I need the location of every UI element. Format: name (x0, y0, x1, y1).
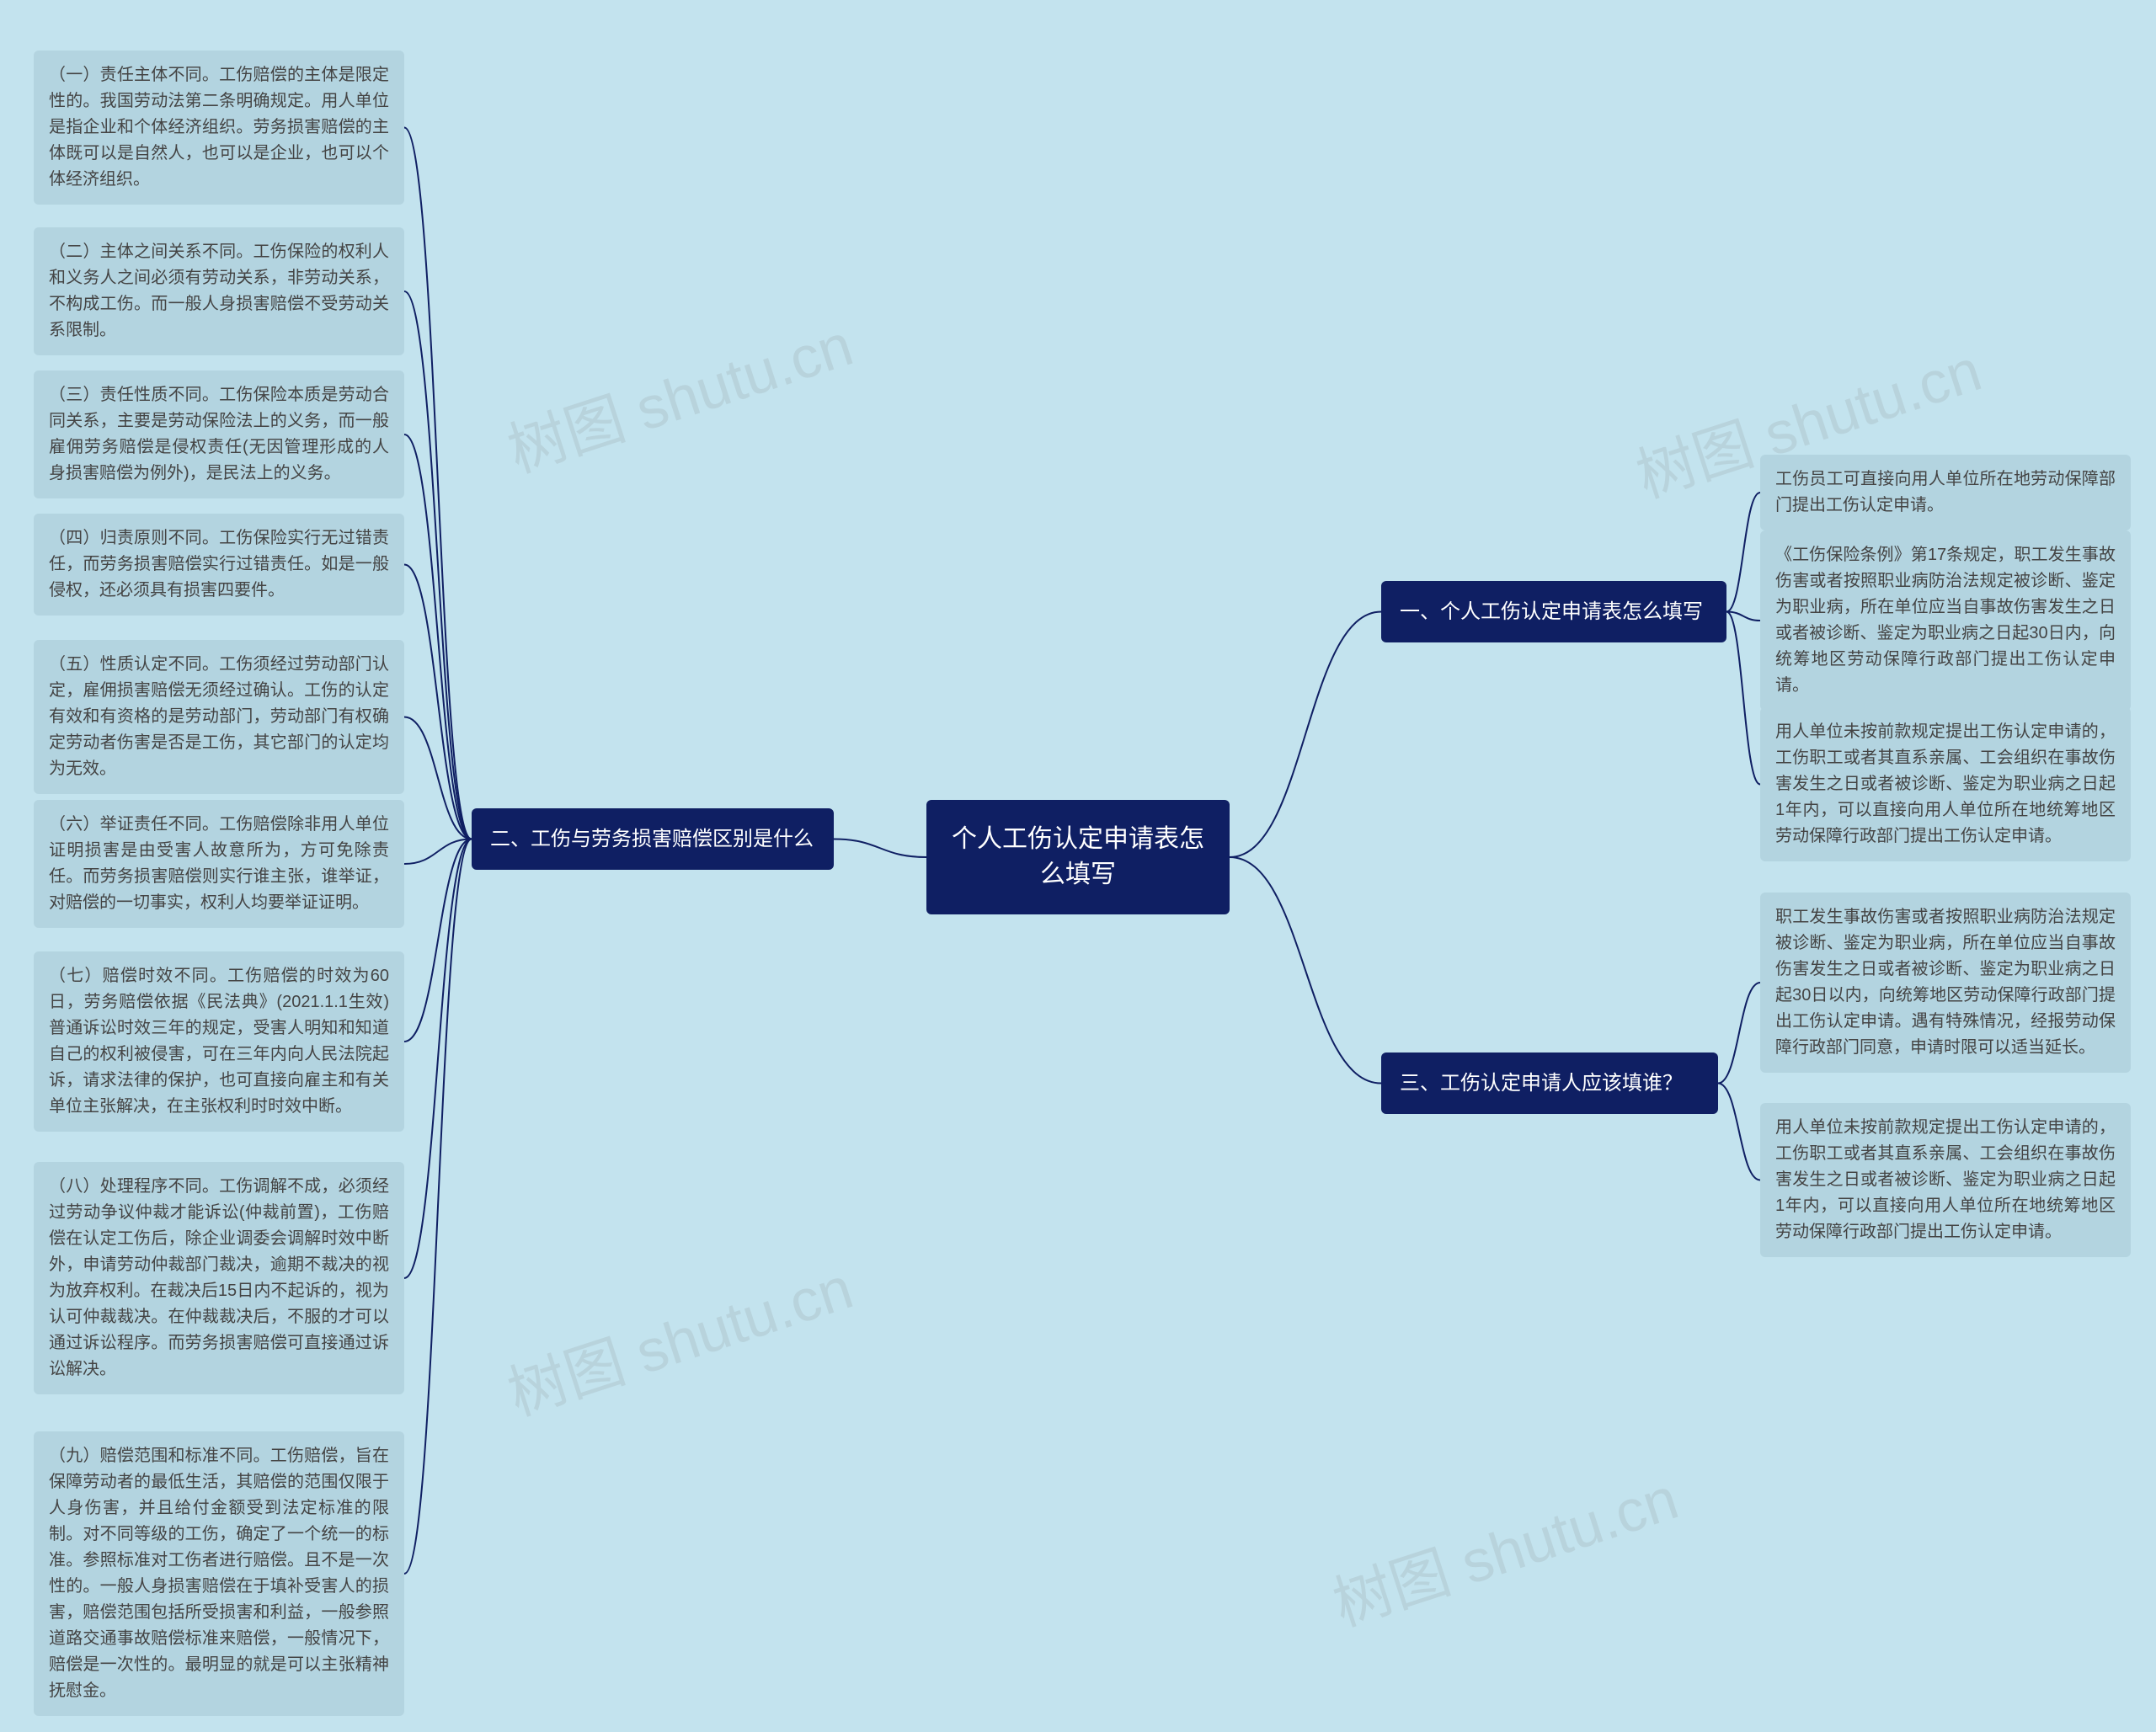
leaf-node: 《工伤保险条例》第17条规定，职工发生事故伤害或者按照职业病防治法规定被诊断、鉴… (1760, 530, 2131, 711)
leaf-node: （五）性质认定不同。工伤须经过劳动部门认定，雇佣损害赔偿无须经过确认。工伤的认定… (34, 640, 404, 794)
branch-node: 一、个人工伤认定申请表怎么填写 (1381, 581, 1726, 642)
leaf-node: 用人单位未按前款规定提出工伤认定申请的，工伤职工或者其直系亲属、工会组织在事故伤… (1760, 1103, 2131, 1257)
watermark: 树图 shutu.cn (1321, 1452, 1688, 1643)
root-node: 个人工伤认定申请表怎么填写 (926, 800, 1230, 914)
leaf-node: （八）处理程序不同。工伤调解不成，必须经过劳动争议仲裁才能诉讼(仲裁前置)，工伤… (34, 1162, 404, 1394)
leaf-node: 职工发生事故伤害或者按照职业病防治法规定被诊断、鉴定为职业病，所在单位应当自事故… (1760, 893, 2131, 1073)
leaf-node: （四）归责原则不同。工伤保险实行无过错责任，而劳务损害赔偿实行过错责任。如是一般… (34, 514, 404, 616)
watermark: 树图 shutu.cn (496, 298, 862, 489)
leaf-node: （一）责任主体不同。工伤赔偿的主体是限定性的。我国劳动法第二条明确规定。用人单位… (34, 51, 404, 205)
leaf-node: 工伤员工可直接向用人单位所在地劳动保障部门提出工伤认定申请。 (1760, 455, 2131, 530)
leaf-node: （九）赔偿范围和标准不同。工伤赔偿，旨在保障劳动者的最低生活，其赔偿的范围仅限于… (34, 1431, 404, 1716)
leaf-node: （六）举证责任不同。工伤赔偿除非用人单位证明损害是由受害人故意所为，方可免除责任… (34, 800, 404, 928)
leaf-node: 用人单位未按前款规定提出工伤认定申请的，工伤职工或者其直系亲属、工会组织在事故伤… (1760, 707, 2131, 861)
branch-node: 二、工伤与劳务损害赔偿区别是什么 (472, 808, 834, 870)
leaf-node: （三）责任性质不同。工伤保险本质是劳动合同关系，主要是劳动保险法上的义务，而一般… (34, 370, 404, 498)
branch-node: 三、工伤认定申请人应该填谁？ (1381, 1053, 1718, 1114)
watermark: 树图 shutu.cn (496, 1241, 862, 1432)
leaf-node: （七）赔偿时效不同。工伤赔偿的时效为60日，劳务赔偿依据《民法典》(2021.1… (34, 951, 404, 1132)
leaf-node: （二）主体之间关系不同。工伤保险的权利人和义务人之间必须有劳动关系，非劳动关系，… (34, 227, 404, 355)
